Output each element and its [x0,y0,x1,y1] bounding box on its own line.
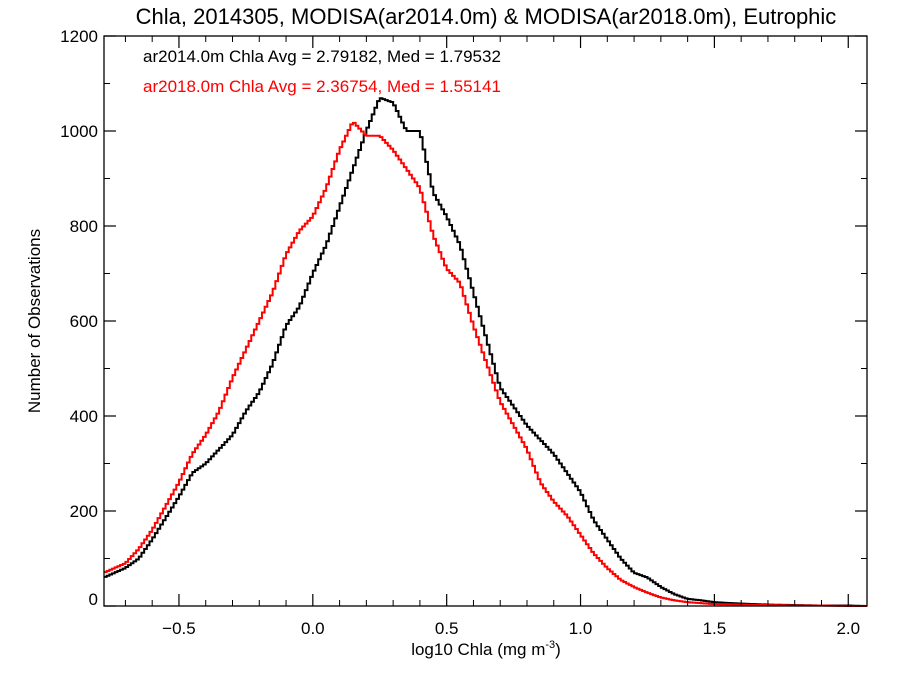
x-axis-label-main: log10 Chla (mg m [411,640,545,659]
y-axis-label: Number of Observations [25,229,44,413]
plot-frame [103,35,868,607]
legend-series-2: ar2018.0m Chla Avg = 2.36754, Med = 1.55… [143,77,501,96]
ticks-layer: −0.5 0.0 0.5 1.0 1.5 2.0 0 200 400 600 800 1000 1200 [60,27,867,638]
y-tick-label: 400 [70,407,98,426]
legend-series-1: ar2014.0m Chla Avg = 2.79182, Med = 1.79… [143,47,501,66]
y-tick-label: 800 [70,217,98,236]
y-tick-label: 0 [89,590,98,609]
series-layer [104,97,867,607]
x-tick-label: 1.0 [569,619,593,638]
y-tick-label: 600 [70,312,98,331]
x-axis-label-exponent: -3 [545,639,555,651]
x-axis-label-close: ) [555,640,561,659]
y-tick-label: 200 [70,502,98,521]
x-axis-label: log10 Chla (mg m-3) [411,639,561,659]
series-line-2 [104,121,867,607]
series-line-1 [104,97,867,607]
y-tick-label: 1200 [60,27,98,46]
x-tick-label: 2.0 [836,619,860,638]
x-tick-label: 0.0 [301,619,325,638]
x-tick-label: −0.5 [162,619,196,638]
y-tick-label: 1000 [60,122,98,141]
x-tick-label: 0.5 [435,619,459,638]
chart-title: Chla, 2014305, MODISA(ar2014.0m) & MODIS… [136,4,837,29]
x-tick-label: 1.5 [703,619,727,638]
